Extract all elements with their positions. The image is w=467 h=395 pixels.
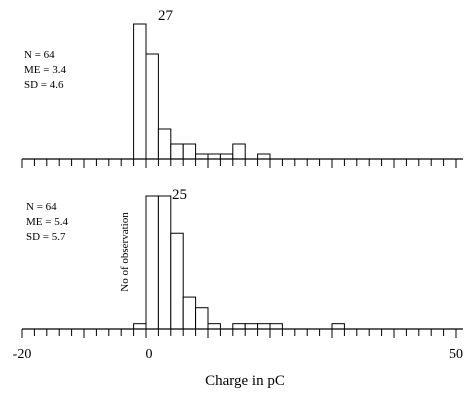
x-tick-label-minus20: -20 [13,347,32,362]
bottom-stat-sd: SD = 5.7 [26,231,66,243]
bottom-x-ticks [21,329,457,338]
bottom-bar-0 [133,323,147,330]
x-tick-label-0: 0 [146,347,153,362]
bottom-bar-8 [232,323,246,330]
bottom-bar-6 [207,323,221,330]
top-stat-me: ME = 3.4 [24,64,66,76]
x-tick-label-50: 50 [449,347,463,362]
top-x-ticks [21,159,457,168]
top-bar-4 [182,143,197,160]
bottom-bar-5 [195,307,209,330]
bottom-bar-9 [244,323,259,330]
top-peak-label: 27 [158,8,174,24]
top-bar-0 [133,23,147,160]
top-histogram-panel: N = 64 ME = 3.4 SD = 4.6 27 [21,8,463,168]
bottom-bar-1 [145,195,159,330]
top-stat-n: N = 64 [24,49,55,61]
bottom-bar-2 [157,195,172,330]
bottom-bars [133,195,345,330]
bottom-bar-10 [257,323,271,330]
bottom-histogram-panel: N = 64 ME = 5.4 SD = 5.7 25 No of observ… [13,187,463,389]
top-bar-8 [232,143,246,160]
top-bar-7 [219,153,234,160]
bottom-bar-3 [170,232,184,330]
bottom-bar-16 [331,323,345,330]
x-axis-label: Charge in pC [205,373,285,389]
top-bar-5 [195,153,209,160]
top-bar-3 [170,143,184,160]
top-bar-10 [257,153,271,160]
bottom-stat-n: N = 64 [26,201,57,213]
bottom-bar-11 [269,323,283,330]
top-bars [133,23,271,160]
top-bar-2 [157,128,172,160]
bottom-peak-label: 25 [172,187,187,203]
top-bar-6 [207,153,221,160]
top-bar-1 [145,53,159,160]
bottom-bar-4 [182,296,197,330]
top-stat-sd: SD = 4.6 [24,79,64,91]
bottom-y-axis-label: No of observation [119,212,131,292]
bottom-stat-me: ME = 5.4 [26,216,68,228]
